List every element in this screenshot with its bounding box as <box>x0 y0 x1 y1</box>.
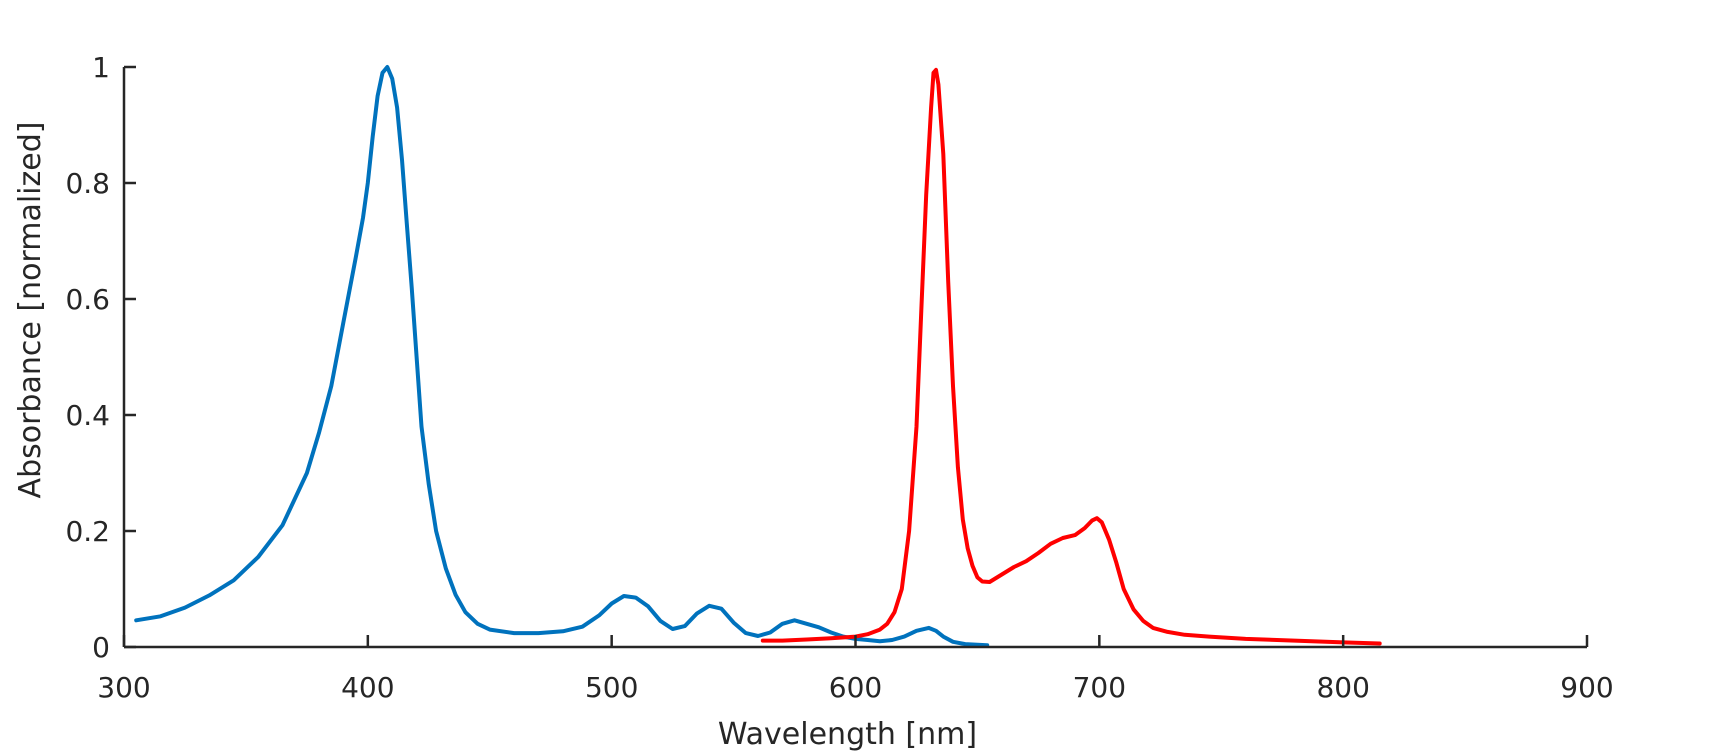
y-tick-label: 0.4 <box>65 399 110 432</box>
x-tick-label: 300 <box>97 671 150 704</box>
series-layer <box>134 65 1382 648</box>
x-tick-label: 900 <box>1560 671 1613 704</box>
x-tick-label: 800 <box>1316 671 1369 704</box>
x-tick-label: 700 <box>1073 671 1126 704</box>
y-tick-label: 0.2 <box>65 515 110 548</box>
axes-layer: 300 400 500 600 700 800 900 0 0.2 0.4 0.6 0.8 1 <box>65 51 1613 704</box>
x-tick-label: 500 <box>585 671 638 704</box>
y-tick-label: 0 <box>92 631 110 664</box>
series-line-2 <box>760 67 1382 646</box>
x-axis-title: Wavelength [nm] <box>718 717 977 752</box>
y-axis-title: Absorbance [normalized] <box>13 122 48 499</box>
series-line-1 <box>134 65 990 648</box>
x-tick-label: 400 <box>341 671 394 704</box>
y-tick-label: 0.6 <box>65 283 110 316</box>
y-tick-label: 1 <box>92 51 110 84</box>
y-tick-label: 0.8 <box>65 167 110 200</box>
x-tick-label: 600 <box>829 671 882 704</box>
